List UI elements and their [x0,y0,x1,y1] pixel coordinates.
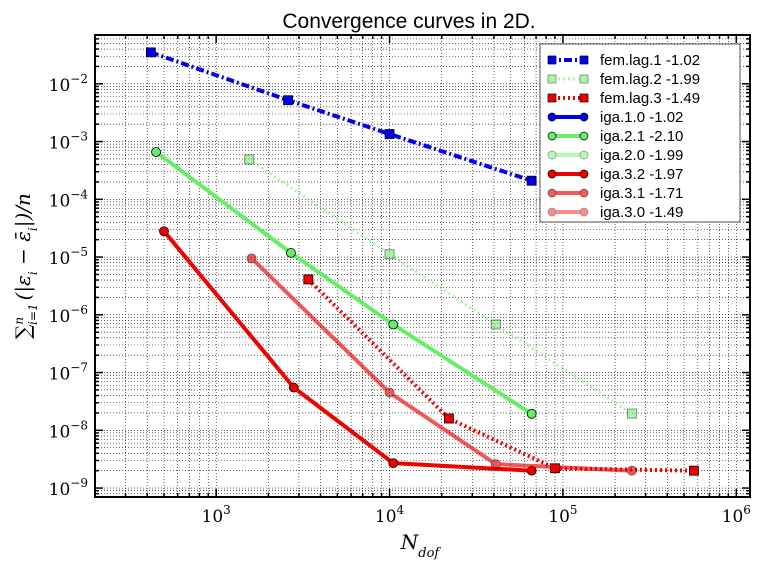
legend-label: fem.lag.1 -1.02 [600,52,700,69]
x-tick-label: 104 [375,503,405,527]
legend-marker [579,150,589,160]
x-tick-label: 106 [722,503,751,527]
legend-marker [547,188,557,198]
legend-marker [579,112,589,122]
legend-label: fem.lag.2 -1.99 [600,71,700,88]
data-point [388,458,399,469]
legend-marker [579,74,589,84]
legend-marker [579,93,589,103]
legend-entry [547,55,589,65]
legend-entry [547,169,589,179]
legend-label: iga.3.1 -1.71 [600,185,683,202]
data-point [626,408,637,419]
svg-text:∑ni=1(|εi − ε̄i|)/n: ∑ni=1(|εi − ε̄i|)/n [11,193,40,339]
series-line [162,229,532,473]
legend-entry [547,131,589,141]
series-line [150,50,533,183]
x-tick-label: 103 [202,503,231,527]
series-fem-lag-1 [145,47,537,186]
legend-marker [579,207,589,217]
legend-entry [547,112,589,122]
legend-entry [547,188,589,198]
data-point [384,129,395,139]
series-layer [145,47,699,476]
data-point [689,465,699,476]
x-tick-labels: 103 104 105 106 [202,503,751,527]
data-point [151,147,161,157]
legend-marker [547,169,557,179]
y-tick-label: 10−3 [49,130,88,154]
data-point [159,226,169,237]
data-point [145,47,156,58]
legend-marker [579,55,589,65]
chart-title: Convergence curves in 2D. [282,10,535,33]
legend-entry [547,93,589,103]
legend-marker [547,207,557,217]
legend-marker [547,55,557,65]
legend-marker [547,131,557,141]
data-point [244,154,255,165]
series-line [306,277,694,473]
series-fem-lag-2 [244,154,637,419]
legend-label: iga.1.0 -1.02 [600,109,683,126]
legend-marker [547,150,557,160]
y-tick-label: 10−4 [49,187,89,211]
grid-lines [94,34,750,498]
data-point [626,465,637,476]
series-line [250,256,632,473]
data-point [288,382,299,393]
data-point [490,319,501,330]
data-point [526,175,537,186]
legend-marker [579,169,589,179]
legend-entry [547,74,589,84]
legend-marker [579,188,589,198]
y-tick-label: 10−5 [49,245,88,269]
x-tick-label: 105 [548,503,577,527]
legend-label: iga.2.0 -1.99 [600,147,683,164]
data-point [286,248,296,258]
series-iga-3-1 [246,253,637,476]
series-iga-2-1 [151,147,537,419]
legend-label: iga.3.2 -1.97 [600,166,683,183]
legend-entry [547,207,589,217]
y-tick-label: 10−7 [49,361,88,385]
legend-marker [547,112,557,122]
data-point [526,408,537,419]
axis-ticks [94,34,750,498]
data-point [384,249,395,260]
y-tick-label: 10−9 [49,476,88,500]
y-tick-label: 10−2 [49,72,88,96]
x-axis-title: Ndof [400,530,442,561]
data-point [246,253,257,264]
y-axis-title: ∑ni=1(|εi − ε̄i|)/n [11,193,40,339]
legend-label: iga.3.0 -1.49 [600,204,683,221]
data-point [490,459,501,469]
legend-marker [547,93,557,103]
data-point [384,387,395,398]
legend-marker [547,74,557,84]
legend-label: iga.2.1 -2.10 [600,128,683,145]
data-point [303,274,314,285]
data-point [444,413,454,424]
legend: fem.lag.1 -1.02 fem.lag.2 -1.99 fem.lag.3 … [539,43,741,223]
y-tick-label: 10−6 [49,303,88,327]
series-line [154,150,533,416]
data-point [388,319,399,330]
legend-label: fem.lag.3 -1.49 [600,90,700,107]
legend-marker [579,131,589,141]
data-point [283,95,294,106]
y-tick-labels: 10−2 10−3 10−4 10−5 10−6 10−7 10−8 10−9 [49,72,89,500]
legend-entry [547,150,589,160]
y-tick-label: 10−8 [49,418,88,442]
